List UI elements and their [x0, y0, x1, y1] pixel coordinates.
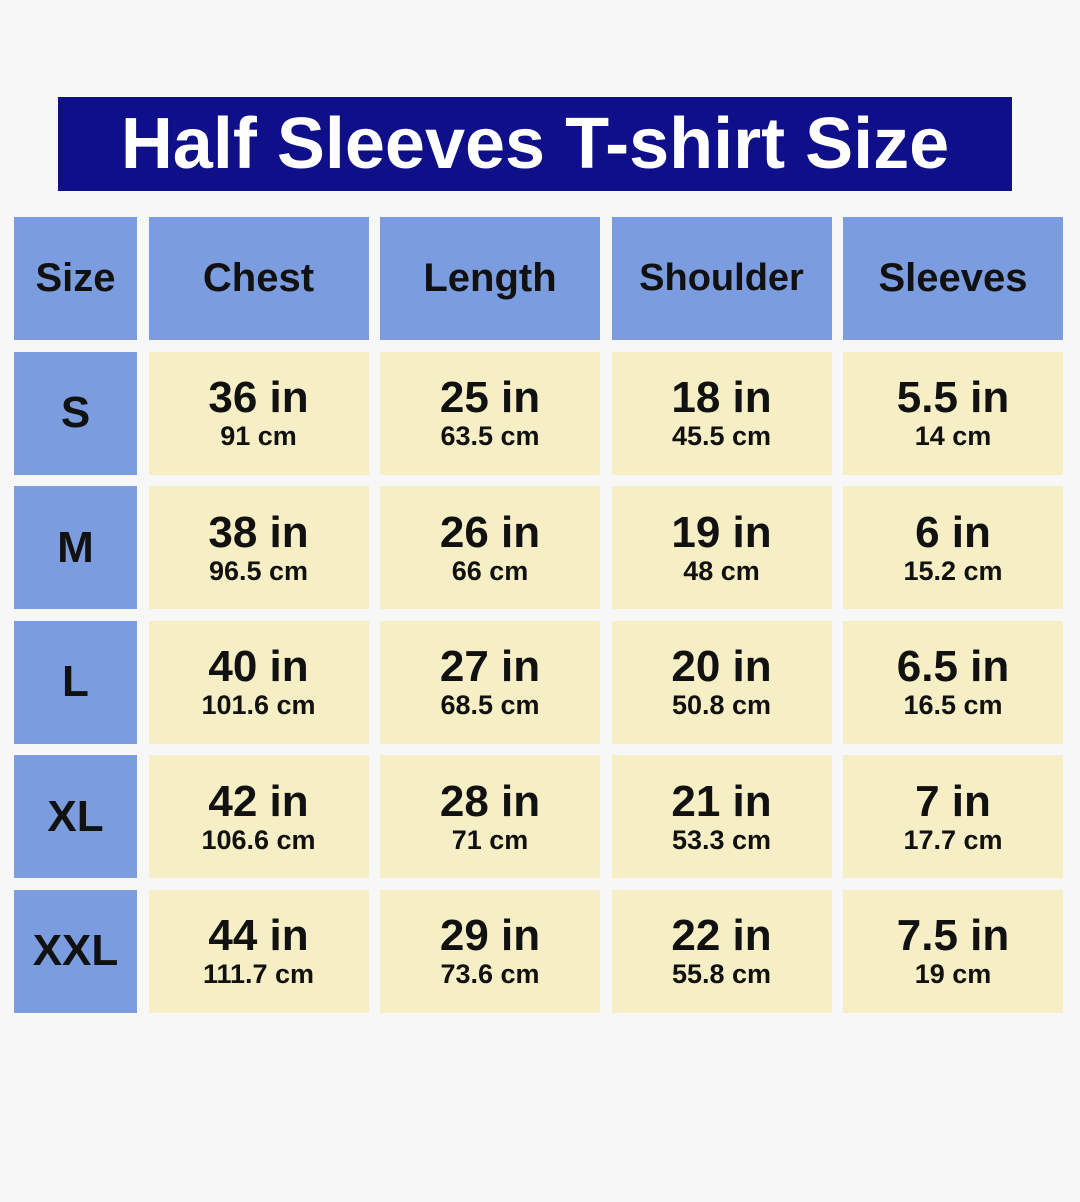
- value-cm: 91 cm: [220, 421, 297, 451]
- value-inches: 6.5 in: [896, 642, 1010, 691]
- value-inches: 27 in: [439, 642, 541, 691]
- value-cm: 96.5 cm: [208, 555, 309, 586]
- value-inches: 29 in: [439, 911, 541, 960]
- cell-length: 25 in 63.5 cm: [380, 351, 600, 475]
- cell-chest: 36 in 91 cm: [148, 351, 369, 475]
- cell-chest: 44 in 111.7 cm: [148, 889, 369, 1013]
- value-cm: 63.5 cm: [440, 421, 540, 451]
- size-label: L: [14, 620, 137, 744]
- value-inches: 26 in: [439, 507, 541, 557]
- value-inches: 25 in: [439, 373, 541, 422]
- value-inches: 40 in: [208, 642, 309, 691]
- header-length: Length: [380, 217, 600, 340]
- size-table: Size Chest Length Shoulder Sleeves S 36 i…: [14, 217, 1063, 1013]
- page-title: Half Sleeves T-shirt Size: [58, 97, 1012, 191]
- value-inches: 19 in: [671, 507, 772, 557]
- cell-chest: 38 in 96.5 cm: [148, 486, 369, 609]
- value-inches: 6 in: [915, 507, 991, 557]
- value-cm: 17.7 cm: [903, 824, 1003, 855]
- size-label: XL: [14, 755, 137, 878]
- cell-length: 29 in 73.6 cm: [380, 889, 600, 1013]
- value-inches: 7 in: [915, 776, 991, 826]
- value-cm: 53.3 cm: [671, 824, 772, 855]
- cell-sleeves: 6 in 15.2 cm: [843, 486, 1063, 609]
- header-chest: Chest: [148, 217, 369, 340]
- header-size: Size: [14, 217, 137, 340]
- cell-shoulder: 19 in 48 cm: [611, 486, 832, 609]
- cell-chest: 40 in 101.6 cm: [148, 620, 369, 744]
- value-cm: 55.8 cm: [671, 959, 772, 989]
- value-cm: 68.5 cm: [440, 690, 540, 720]
- cell-shoulder: 22 in 55.8 cm: [611, 889, 832, 1013]
- cell-length: 27 in 68.5 cm: [380, 620, 600, 744]
- value-inches: 20 in: [671, 642, 772, 691]
- size-label: XXL: [14, 889, 137, 1013]
- value-cm: 50.8 cm: [671, 690, 772, 720]
- header-sleeves: Sleeves: [843, 217, 1063, 340]
- cell-length: 28 in 71 cm: [380, 755, 600, 878]
- value-cm: 66 cm: [451, 555, 529, 586]
- cell-sleeves: 6.5 in 16.5 cm: [843, 620, 1063, 744]
- value-cm: 15.2 cm: [903, 555, 1003, 586]
- value-inches: 28 in: [439, 776, 541, 826]
- cell-chest: 42 in 106.6 cm: [148, 755, 369, 878]
- value-inches: 5.5 in: [896, 373, 1010, 422]
- value-inches: 22 in: [671, 911, 772, 960]
- value-inches: 44 in: [208, 911, 309, 960]
- value-inches: 18 in: [671, 373, 772, 422]
- cell-shoulder: 21 in 53.3 cm: [611, 755, 832, 878]
- value-inches: 7.5 in: [896, 911, 1010, 960]
- value-cm: 45.5 cm: [671, 421, 772, 451]
- value-inches: 36 in: [208, 373, 309, 422]
- value-cm: 16.5 cm: [903, 690, 1003, 720]
- cell-sleeves: 7.5 in 19 cm: [843, 889, 1063, 1013]
- value-inches: 38 in: [208, 507, 309, 557]
- cell-sleeves: 5.5 in 14 cm: [843, 351, 1063, 475]
- value-cm: 101.6 cm: [201, 690, 316, 720]
- value-cm: 48 cm: [683, 555, 760, 586]
- header-shoulder: Shoulder: [611, 217, 832, 340]
- cell-shoulder: 20 in 50.8 cm: [611, 620, 832, 744]
- value-inches: 21 in: [671, 776, 772, 826]
- cell-sleeves: 7 in 17.7 cm: [843, 755, 1063, 878]
- size-label: S: [14, 351, 137, 475]
- cell-length: 26 in 66 cm: [380, 486, 600, 609]
- value-cm: 19 cm: [914, 959, 992, 989]
- value-cm: 14 cm: [914, 421, 992, 451]
- value-cm: 73.6 cm: [440, 959, 540, 989]
- value-inches: 42 in: [208, 776, 309, 826]
- cell-shoulder: 18 in 45.5 cm: [611, 351, 832, 475]
- value-cm: 71 cm: [451, 824, 529, 855]
- value-cm: 106.6 cm: [201, 824, 316, 855]
- size-label: M: [14, 486, 137, 609]
- value-cm: 111.7 cm: [202, 959, 315, 989]
